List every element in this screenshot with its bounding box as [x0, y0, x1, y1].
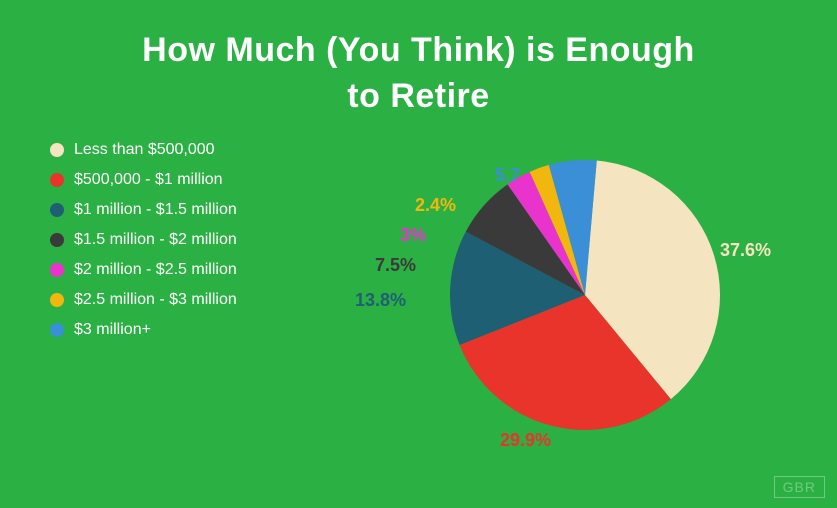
slice-pct-label: 3% — [400, 225, 426, 246]
legend-label: $1 million - $1.5 million — [74, 200, 237, 220]
title-line-2: to Retire — [347, 77, 489, 115]
legend-marker — [50, 233, 64, 247]
legend-item: $3 million+ — [50, 320, 270, 340]
legend-item: $2.5 million - $3 million — [50, 290, 270, 310]
legend-label: Less than $500,000 — [74, 140, 215, 160]
slice-pct-label: 29.9% — [500, 430, 551, 451]
pie-chart — [450, 160, 720, 435]
legend-marker — [50, 143, 64, 157]
content-row: Less than $500,000 $500,000 - $1 million $… — [0, 120, 837, 470]
legend-item: Less than $500,000 — [50, 140, 270, 160]
pie-svg — [450, 160, 720, 430]
legend-label: $500,000 - $1 million — [74, 170, 223, 190]
legend-label: $2.5 million - $3 million — [74, 290, 237, 310]
watermark-badge: GBR — [774, 476, 825, 498]
legend-label: $2 million - $2.5 million — [74, 260, 237, 280]
pie-chart-area: 37.6% 29.9% 13.8% 7.5% 3% 2.4% 5.7 — [300, 130, 797, 470]
title-line-1: How Much (You Think) is Enough — [142, 31, 695, 69]
slice-pct-label: 5.7 — [495, 165, 520, 186]
legend-item: $1 million - $1.5 million — [50, 200, 270, 220]
legend-label: $3 million+ — [74, 320, 151, 340]
slice-pct-label: 2.4% — [415, 195, 456, 216]
legend-marker — [50, 263, 64, 277]
chart-title: How Much (You Think) is Enough to Retire — [0, 0, 837, 120]
legend-marker — [50, 173, 64, 187]
legend-marker — [50, 203, 64, 217]
legend-marker — [50, 293, 64, 307]
legend-item: $500,000 - $1 million — [50, 170, 270, 190]
legend-marker — [50, 323, 64, 337]
slice-pct-label: 13.8% — [355, 290, 406, 311]
legend: Less than $500,000 $500,000 - $1 million $… — [50, 130, 270, 470]
legend-label: $1.5 million - $2 million — [74, 230, 237, 250]
slice-pct-label: 37.6% — [720, 240, 771, 261]
slice-pct-label: 7.5% — [375, 255, 416, 276]
legend-item: $2 million - $2.5 million — [50, 260, 270, 280]
legend-item: $1.5 million - $2 million — [50, 230, 270, 250]
